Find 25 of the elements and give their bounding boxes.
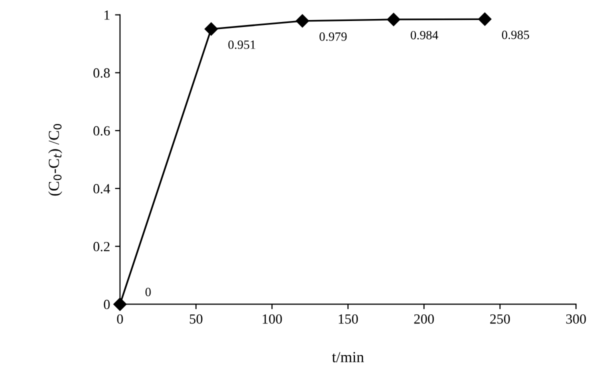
point [296,14,309,28]
x-tick-label: 150 [338,314,358,324]
y-tick-label: 0.6 [93,126,110,136]
x-tick-label: 50 [190,314,202,324]
y-tick-label: 0 [104,300,110,310]
y-tick-label: 0.8 [93,68,110,78]
data-label: 0 [145,288,151,296]
x-tick-label: 250 [490,314,510,324]
x-tick-label: 300 [566,314,586,324]
x-tick-label: 0 [117,314,123,324]
y-tick-label: 0.4 [93,184,110,194]
x-tick-label: 100 [262,314,282,324]
y-tick-label: 1 [104,10,110,20]
point [478,12,492,26]
point [204,22,218,36]
x-axis-title: t/min [332,352,364,362]
data-label: 0.979 [320,32,347,41]
y-tick-label: 0.2 [93,242,110,252]
data-label: 0.985 [502,30,530,40]
point [387,12,400,26]
y-axis-title: (C$_{0}$-C$_{t}$) /C$_{0}$ [48,124,62,196]
data-label: 0.951 [228,40,256,49]
x-tick-label: 200 [414,314,434,324]
point [113,298,127,311]
data-label: 0.984 [410,30,438,40]
